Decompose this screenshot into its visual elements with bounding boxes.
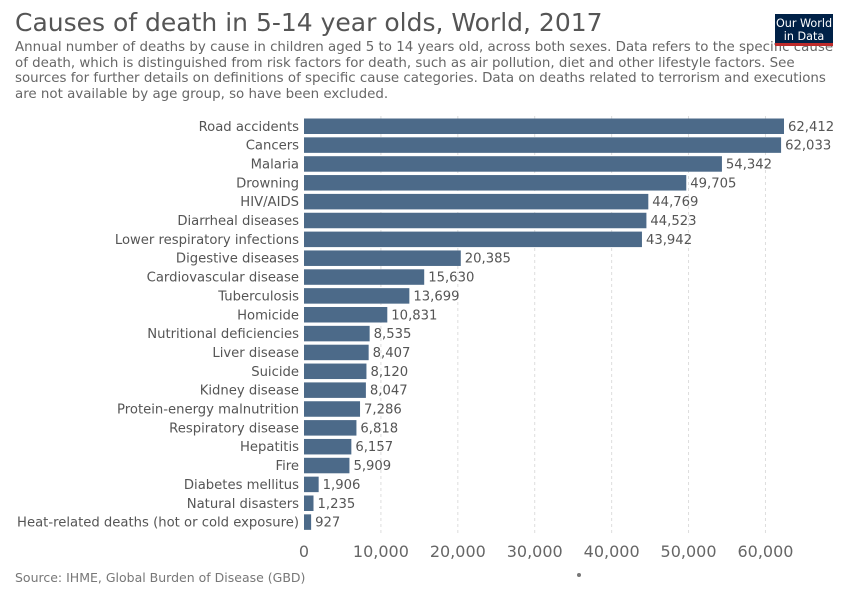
value-label: 6,818: [360, 421, 398, 436]
category-label: Heat-related deaths (hot or cold exposur…: [17, 516, 299, 531]
category-label: Diabetes mellitus: [184, 478, 299, 493]
value-label: 1,235: [317, 497, 355, 512]
source-note[interactable]: Source: IHME, Global Burden of Disease (…: [15, 570, 306, 585]
bar[interactable]: [304, 269, 425, 285]
category-label: HIV/AIDS: [240, 195, 299, 210]
bar[interactable]: [304, 457, 350, 474]
bar[interactable]: [304, 288, 410, 304]
bar[interactable]: [304, 495, 314, 512]
value-label: 44,769: [652, 195, 698, 210]
logo-line-2: in Data: [783, 30, 825, 43]
bar[interactable]: [304, 137, 782, 153]
value-label: 7,286: [364, 403, 402, 418]
value-label: 62,412: [788, 120, 834, 135]
bar[interactable]: [304, 231, 642, 248]
category-label: Tuberculosis: [217, 289, 299, 304]
value-label: 1,906: [323, 478, 361, 493]
category-label: Lower respiratory infections: [115, 233, 299, 248]
x-tick-label: 30,000: [507, 542, 563, 561]
bar[interactable]: [304, 193, 649, 210]
bar[interactable]: [304, 344, 369, 361]
bar[interactable]: [304, 175, 687, 191]
value-label: 44,523: [650, 214, 696, 229]
category-label: Natural disasters: [187, 497, 299, 512]
category-label: Respiratory disease: [169, 421, 299, 436]
pagination-dot: [577, 573, 581, 577]
x-tick-label: 10,000: [353, 542, 409, 561]
category-label: Kidney disease: [200, 384, 299, 399]
value-label: 20,385: [465, 252, 511, 267]
value-label: 927: [315, 516, 340, 531]
category-label: Homicide: [237, 308, 299, 323]
value-label: 8,407: [373, 346, 411, 361]
category-label: Nutritional deficiencies: [147, 327, 299, 342]
bar[interactable]: [304, 438, 352, 455]
value-label: 62,033: [785, 139, 831, 154]
bar[interactable]: [304, 420, 357, 436]
bar[interactable]: [304, 307, 388, 323]
category-label: Protein-energy malnutrition: [117, 403, 299, 418]
owid-logo[interactable]: Our World in Data: [775, 14, 833, 46]
value-label: 5,909: [353, 459, 391, 474]
logo-line-1: Our World: [775, 17, 833, 30]
value-label: 10,831: [391, 308, 437, 323]
category-label: Cancers: [246, 139, 299, 154]
x-tick-label: 60,000: [737, 542, 793, 561]
chart-title: Causes of death in 5-14 year olds, World…: [15, 8, 603, 37]
value-label: 6,157: [355, 440, 393, 455]
bar[interactable]: [304, 363, 367, 380]
value-label: 8,535: [374, 327, 412, 342]
bar[interactable]: [304, 325, 370, 342]
x-tick-label: 20,000: [430, 542, 486, 561]
bar[interactable]: [304, 401, 361, 417]
category-label: Malaria: [251, 157, 299, 172]
bar[interactable]: [304, 382, 366, 398]
chart-subtitle: Annual number of deaths by cause in chil…: [15, 40, 834, 102]
category-label: Suicide: [251, 365, 299, 380]
category-label: Fire: [275, 459, 299, 474]
value-label: 43,942: [646, 233, 692, 248]
value-label: 15,630: [428, 271, 474, 286]
x-tick-label: 0: [299, 542, 309, 561]
value-label: 49,705: [690, 176, 736, 191]
category-label: Road accidents: [199, 120, 300, 135]
category-label: Liver disease: [212, 346, 299, 361]
value-label: 54,342: [726, 157, 772, 172]
category-label: Hepatitis: [240, 440, 299, 455]
value-label: 8,120: [370, 365, 408, 380]
value-label: 8,047: [370, 384, 408, 399]
category-label: Digestive diseases: [176, 252, 299, 267]
bar[interactable]: [304, 476, 319, 493]
category-label: Diarrheal diseases: [177, 214, 299, 229]
bar[interactable]: [304, 212, 647, 229]
bar[interactable]: [304, 514, 312, 530]
category-label: Drowning: [236, 176, 299, 191]
bar[interactable]: [304, 250, 461, 266]
bar[interactable]: [304, 156, 722, 172]
category-label: Cardiovascular disease: [147, 271, 299, 286]
x-tick-label: 50,000: [661, 542, 717, 561]
value-label: 13,699: [413, 289, 459, 304]
x-tick-label: 40,000: [584, 542, 640, 561]
bar[interactable]: [304, 118, 784, 135]
